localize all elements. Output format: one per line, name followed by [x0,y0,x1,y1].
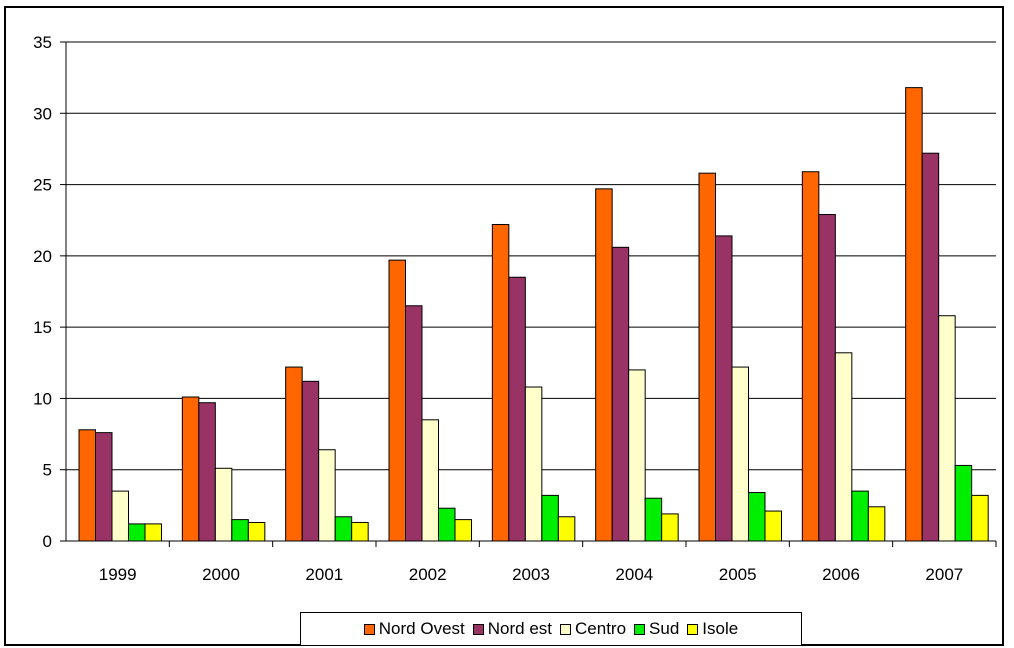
x-tick-label: 2002 [409,565,447,584]
bar [388,259,406,542]
axes: 0 5 10 15 20 25 30 35 1999 2000 2001 2002 2003 2004 20… [33,33,997,584]
bar [851,490,869,542]
bar [181,396,200,542]
bar [405,305,423,542]
y-tick-label: 5 [43,461,52,480]
bar [661,513,679,542]
bar [557,516,576,542]
x-tick-label: 2004 [615,565,653,584]
legend-item-sud: Sud [634,619,679,639]
bar [318,449,336,542]
bar [867,506,886,542]
bars [78,87,989,542]
bar [231,519,249,542]
bar [715,235,733,542]
bar [905,87,923,542]
bar [801,171,820,542]
y-tick-label: 10 [33,389,52,408]
legend-swatch [687,623,699,635]
bar [454,519,472,542]
bar [541,494,559,542]
legend-label: Centro [575,619,627,638]
bar [644,497,663,542]
bar [214,467,233,542]
bar [78,429,96,542]
x-tick-label: 2000 [202,565,240,584]
bar [764,510,782,542]
legend-swatch [472,623,484,635]
y-tick-label: 15 [33,318,52,337]
legend-label: Sud [649,619,680,638]
bar [508,276,526,542]
bar [128,523,146,542]
x-tick-label: 2003 [512,565,550,584]
legend-swatch [363,623,375,635]
bar [921,152,940,542]
legend-item-nord-ovest: Nord Ovest [363,619,465,639]
x-tick-label: 2006 [822,565,860,584]
bar [971,494,989,542]
bar [198,402,216,542]
bar [954,464,973,542]
x-tick-label: 2005 [719,565,757,584]
bar [144,523,162,542]
legend-label: Isole [702,619,739,638]
legend-swatch [560,623,572,635]
bar [628,369,646,542]
bar [247,521,266,542]
bar [698,172,716,542]
legend-item-centro: Centro [560,619,626,639]
bar [301,380,320,542]
bar [351,521,369,542]
x-tick-label: 1999 [99,565,137,584]
bar [834,352,853,542]
legend-label: Nord est [487,619,553,638]
bar [938,315,956,542]
bar [748,492,766,542]
bar [285,366,303,542]
bar [95,432,113,542]
legend-item-isole: Isole [687,619,738,639]
bar [334,516,353,542]
bar [491,223,510,542]
y-tick-label: 35 [33,33,52,52]
bar [111,490,129,542]
bar [611,246,630,542]
bar [421,419,439,542]
y-tick-label: 0 [43,532,52,551]
x-tick-label: 2001 [305,565,343,584]
legend-item-nord-est: Nord est [472,619,553,639]
y-tick-label: 25 [33,176,52,195]
legend-swatch [634,623,646,635]
y-tick-label: 30 [33,104,52,123]
bar [524,386,543,542]
y-tick-label: 20 [33,247,52,266]
bar [438,507,456,542]
legend: Nord Ovest Nord est Centro Sud Isole [300,612,802,646]
legend-label: Nord Ovest [378,619,465,638]
bar [731,366,749,542]
bar [818,214,836,542]
bar [595,188,613,542]
x-tick-label: 2007 [925,565,963,584]
